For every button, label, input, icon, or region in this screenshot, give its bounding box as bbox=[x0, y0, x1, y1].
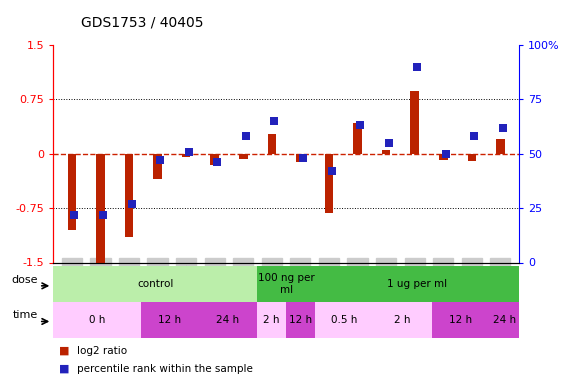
Text: log2 ratio: log2 ratio bbox=[77, 346, 127, 355]
Text: percentile rank within the sample: percentile rank within the sample bbox=[77, 364, 253, 374]
Bar bbox=[153, 154, 162, 179]
Bar bbox=[210, 154, 219, 165]
Text: 12 h: 12 h bbox=[289, 315, 312, 325]
Bar bbox=[257, 302, 286, 338]
Text: 24 h: 24 h bbox=[217, 315, 240, 325]
Bar bbox=[325, 154, 333, 213]
Bar bbox=[286, 302, 315, 338]
Text: 12 h: 12 h bbox=[449, 315, 472, 325]
Bar bbox=[53, 302, 141, 338]
Bar bbox=[431, 302, 490, 338]
Text: 12 h: 12 h bbox=[158, 315, 181, 325]
Bar bbox=[353, 123, 362, 154]
Text: 0.5 h: 0.5 h bbox=[331, 315, 357, 325]
Bar bbox=[315, 266, 519, 302]
Text: GDS1753 / 40405: GDS1753 / 40405 bbox=[81, 15, 204, 29]
Bar bbox=[315, 302, 374, 338]
Bar bbox=[199, 302, 257, 338]
Bar bbox=[439, 154, 448, 159]
Bar bbox=[467, 154, 476, 161]
Bar bbox=[268, 134, 276, 154]
Text: 1 ug per ml: 1 ug per ml bbox=[387, 279, 447, 289]
Bar bbox=[96, 154, 105, 264]
Text: ■: ■ bbox=[59, 346, 70, 355]
Bar bbox=[411, 91, 419, 154]
Text: control: control bbox=[137, 279, 173, 289]
Text: 2 h: 2 h bbox=[263, 315, 280, 325]
Text: time: time bbox=[13, 310, 38, 320]
Text: dose: dose bbox=[12, 275, 38, 285]
Bar bbox=[67, 154, 76, 230]
Bar bbox=[496, 139, 505, 154]
Text: 24 h: 24 h bbox=[493, 315, 516, 325]
Bar bbox=[490, 302, 519, 338]
Bar bbox=[53, 266, 257, 302]
Text: ■: ■ bbox=[59, 364, 70, 374]
Bar bbox=[239, 154, 247, 159]
Bar bbox=[374, 302, 431, 338]
Bar bbox=[296, 154, 305, 162]
Text: 0 h: 0 h bbox=[89, 315, 105, 325]
Bar bbox=[125, 154, 134, 237]
Text: 100 ng per
ml: 100 ng per ml bbox=[257, 273, 315, 295]
Bar bbox=[382, 150, 390, 154]
Text: 2 h: 2 h bbox=[394, 315, 411, 325]
Bar bbox=[257, 266, 315, 302]
Bar bbox=[141, 302, 199, 338]
Bar bbox=[182, 154, 190, 158]
